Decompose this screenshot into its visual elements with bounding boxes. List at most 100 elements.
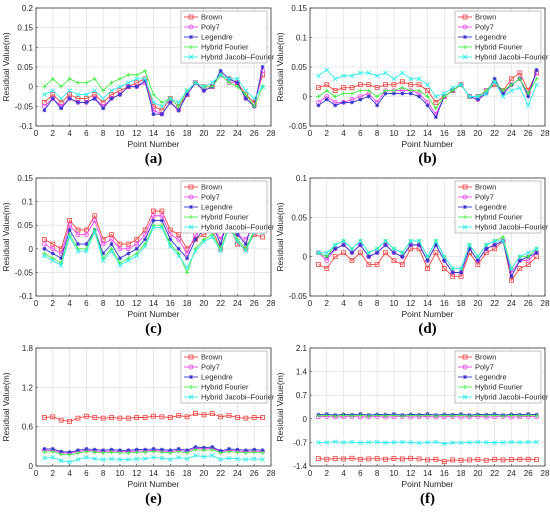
- data-point: [475, 97, 480, 102]
- data-point: [366, 88, 371, 93]
- data-point: [143, 450, 148, 455]
- data-point: [366, 254, 371, 259]
- x-tick-label: 18: [457, 299, 466, 308]
- data-point: [509, 88, 514, 93]
- data-point: [159, 208, 165, 214]
- legend-swatch-marker: [462, 354, 468, 360]
- data-point: [201, 412, 207, 418]
- x-tick-label: 2: [51, 299, 56, 308]
- y-tick-label: 1.4: [296, 368, 308, 377]
- data-point: [416, 82, 422, 88]
- legend-entry-label: Poly7: [201, 363, 220, 372]
- data-point: [42, 253, 47, 259]
- data-point: [168, 237, 173, 242]
- data-point: [185, 270, 190, 275]
- data-point: [252, 447, 257, 452]
- data-point: [509, 274, 514, 279]
- data-point: [58, 251, 64, 256]
- data-point: [517, 70, 523, 76]
- data-point: [484, 88, 489, 93]
- y-tick-label: -0.05: [289, 122, 308, 131]
- data-point: [134, 72, 139, 77]
- legend-entry-label: Hybrid Jacobi–Fourier: [475, 393, 549, 402]
- data-point: [492, 456, 498, 462]
- data-point: [176, 449, 181, 454]
- data-point: [159, 100, 164, 105]
- data-point: [375, 413, 380, 418]
- data-point: [467, 440, 472, 445]
- data-point: [193, 248, 198, 254]
- legend-swatch-marker: [462, 24, 468, 30]
- x-tick-label: 20: [473, 469, 482, 478]
- x-tick-label: 8: [375, 469, 380, 478]
- data-point: [134, 76, 140, 82]
- data-point: [159, 223, 164, 228]
- data-point: [433, 115, 438, 120]
- data-point: [483, 457, 489, 463]
- data-point: [159, 414, 165, 420]
- x-tick-label: 4: [67, 129, 72, 138]
- data-point: [117, 263, 123, 268]
- legend-entry-label: Legendre: [475, 373, 507, 382]
- data-point: [134, 415, 140, 420]
- x-tick-label: 0: [34, 299, 39, 308]
- legend-entry-label: Hybrid Fourier: [201, 383, 249, 392]
- data-point: [500, 238, 506, 244]
- data-point: [374, 246, 380, 252]
- data-point: [235, 232, 240, 237]
- data-point: [42, 446, 47, 451]
- x-tick-label: 8: [101, 299, 106, 308]
- data-point: [117, 92, 122, 97]
- data-point: [100, 96, 106, 101]
- data-point: [383, 440, 388, 446]
- x-axis-title: Point Number: [402, 139, 454, 149]
- x-tick-label: 8: [101, 469, 106, 478]
- data-point: [459, 413, 464, 418]
- data-point: [92, 456, 98, 462]
- data-point: [218, 242, 223, 247]
- data-point: [375, 94, 380, 99]
- data-point: [126, 258, 131, 263]
- x-tick-label: 6: [84, 299, 89, 308]
- data-point: [92, 450, 97, 455]
- data-point: [126, 251, 131, 256]
- data-point: [235, 84, 240, 89]
- data-point: [324, 413, 329, 418]
- data-point: [483, 91, 489, 96]
- x-tick-label: 26: [250, 299, 259, 308]
- data-point: [67, 419, 72, 424]
- data-point: [75, 100, 80, 105]
- data-point: [75, 448, 80, 453]
- data-point: [433, 456, 439, 462]
- data-point: [374, 85, 380, 91]
- legend-swatch-marker: [189, 35, 193, 39]
- x-tick-label: 18: [183, 299, 192, 308]
- data-point: [333, 414, 338, 419]
- series-group: [42, 447, 265, 457]
- data-point: [42, 455, 47, 461]
- data-point: [475, 439, 481, 445]
- data-point: [324, 82, 330, 88]
- data-point: [101, 448, 106, 453]
- data-point: [50, 96, 55, 101]
- data-point: [185, 92, 190, 97]
- data-point: [526, 413, 531, 418]
- x-axis-title: Point Number: [128, 479, 180, 489]
- x-tick-label: 28: [267, 469, 276, 478]
- data-point: [492, 242, 497, 247]
- data-point: [201, 84, 207, 89]
- data-point: [349, 413, 354, 418]
- y-tick-label: 0.6: [22, 423, 34, 432]
- data-point: [366, 94, 371, 99]
- data-point: [67, 450, 72, 455]
- data-point: [151, 449, 156, 454]
- data-point: [101, 88, 106, 93]
- data-point: [126, 84, 131, 89]
- x-tick-label: 28: [541, 299, 550, 308]
- x-tick-label: 20: [199, 129, 208, 138]
- series-line: [318, 72, 538, 116]
- data-point: [349, 250, 354, 255]
- data-point: [509, 266, 514, 271]
- data-point: [400, 85, 405, 90]
